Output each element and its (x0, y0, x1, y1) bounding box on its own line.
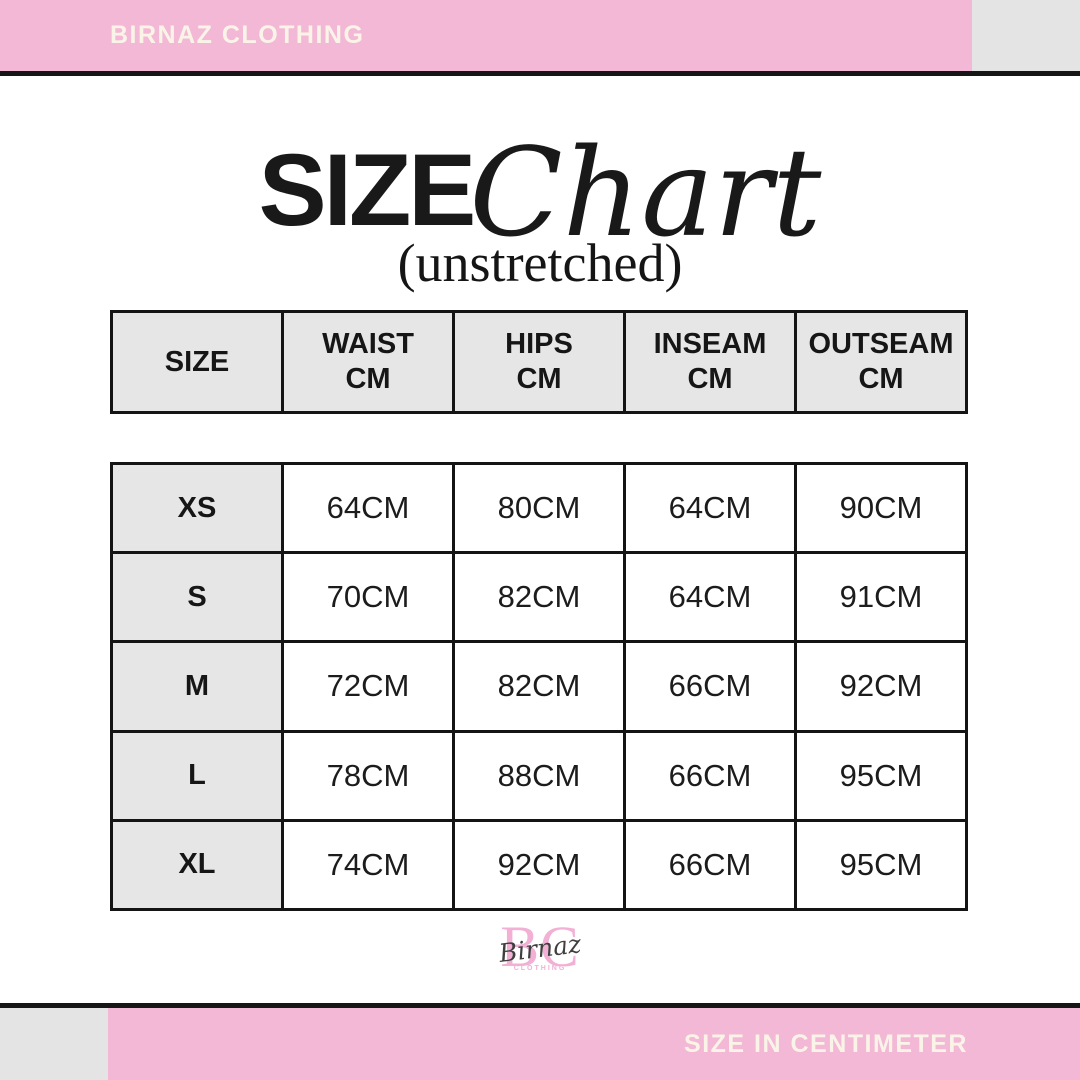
logo-monogram: BC (500, 914, 580, 979)
outseam-cell: 92CM (794, 640, 968, 733)
outseam-cell: 95CM (794, 729, 968, 822)
waist-cell: 72CM (281, 640, 455, 733)
inseam-cell: 66CM (623, 818, 797, 912)
header-line: HIPS (505, 328, 573, 361)
top-bar-gray-block (972, 0, 1080, 71)
header-line: CM (345, 363, 391, 395)
title-subtitle: (unstretched) (397, 233, 683, 293)
size-chart-body-table: XS 64CM 80CM 64CM 90CM S 70CM 82CM 64CM … (110, 461, 968, 912)
header-line: WAIST (322, 328, 414, 361)
size-label-cell: L (110, 729, 284, 822)
header-line: CM (858, 363, 904, 395)
top-brand-bar: BIRNAZ CLOTHING (0, 0, 1080, 76)
waist-cell: 74CM (281, 818, 455, 912)
header-line: CM (516, 363, 562, 395)
size-label-cell: M (110, 640, 284, 733)
brand-name: BIRNAZ CLOTHING (110, 21, 365, 49)
title-size-word: SIZE (258, 133, 477, 247)
inseam-cell: 64CM (623, 461, 797, 555)
size-chart-header-table: SIZE WAIST CM HIPS CM INSEAM CM OUTSEAM … (110, 310, 968, 414)
waist-cell: 78CM (281, 729, 455, 822)
outseam-cell: 91CM (794, 551, 968, 644)
inseam-cell: 66CM (623, 640, 797, 733)
table-row-m: M 72CM 82CM 66CM 92CM (110, 640, 968, 733)
column-header-hips: HIPS CM (452, 310, 626, 414)
waist-cell: 64CM (281, 461, 455, 555)
header-line: SIZE (164, 345, 230, 378)
column-header-outseam: OUTSEAM CM (794, 310, 968, 414)
header-row: SIZE WAIST CM HIPS CM INSEAM CM OUTSEAM … (110, 310, 968, 414)
size-label-cell: XS (110, 461, 284, 555)
table-row-xs: XS 64CM 80CM 64CM 90CM (110, 461, 968, 555)
logo-sub-text: CLOTHING (513, 965, 567, 972)
inseam-cell: 64CM (623, 551, 797, 644)
table-row-s: S 70CM 82CM 64CM 91CM (110, 551, 968, 644)
hips-cell: 82CM (452, 640, 626, 733)
brand-logo: BC Birnaz CLOTHING (460, 918, 620, 998)
outseam-cell: 95CM (794, 818, 968, 912)
size-label-cell: XL (110, 818, 284, 912)
hips-cell: 88CM (452, 729, 626, 822)
top-bar-pink-band: BIRNAZ CLOTHING (0, 0, 972, 71)
header-line: INSEAM (653, 328, 767, 361)
bottom-bar-gray-block (0, 1008, 108, 1080)
hips-cell: 82CM (452, 551, 626, 644)
hips-cell: 92CM (452, 818, 626, 912)
bottom-bar-pink-band: SIZE IN CENTIMETER (108, 1008, 1080, 1080)
size-label-cell: S (110, 551, 284, 644)
bottom-info-bar: SIZE IN CENTIMETER (0, 1003, 1080, 1080)
title-chart-word: Chart (469, 122, 822, 264)
waist-cell: 70CM (281, 551, 455, 644)
unit-note: SIZE IN CENTIMETER (684, 1029, 968, 1058)
column-header-inseam: INSEAM CM (623, 310, 797, 414)
table-row-xl: XL 74CM 92CM 66CM 95CM (110, 818, 968, 912)
hips-cell: 80CM (452, 461, 626, 555)
header-line: CM (687, 363, 733, 395)
outseam-cell: 90CM (794, 461, 968, 555)
inseam-cell: 66CM (623, 729, 797, 822)
column-header-waist: WAIST CM (281, 310, 455, 414)
table-row-l: L 78CM 88CM 66CM 95CM (110, 729, 968, 822)
page-title: SIZE Chart (0, 122, 1080, 254)
header-line: OUTSEAM (808, 328, 954, 361)
column-header-size: SIZE (110, 310, 284, 414)
